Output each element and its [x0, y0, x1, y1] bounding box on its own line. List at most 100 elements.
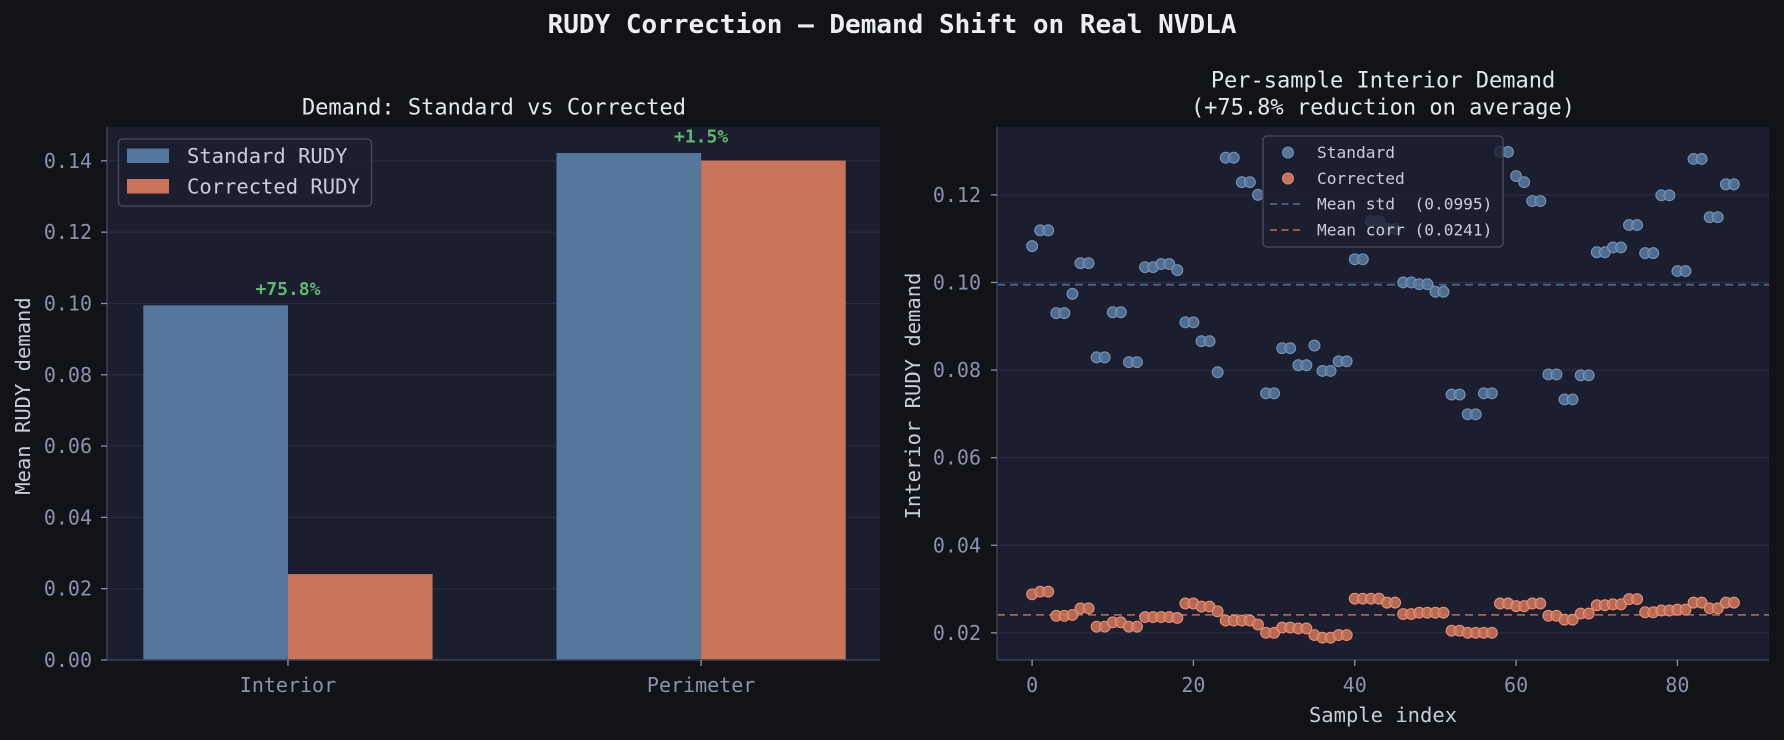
bar-annotation-interior: +75.8% [255, 279, 320, 300]
y-tick-label: 0.06 [933, 446, 981, 470]
data-point [1268, 387, 1281, 400]
data-point [1131, 356, 1143, 369]
data-point [1582, 607, 1595, 620]
right-legend: Standard Corrected Mean std (0.0995) Mea… [1262, 135, 1504, 248]
data-point [1566, 613, 1579, 626]
left-bar-chart: +75.8% +1.5% 0.00 0.02 0.04 0.06 0.08 0.10 0.12… [11, 96, 880, 697]
y-tick-label: 0.06 [44, 434, 92, 458]
x-tick-label: 20 [1181, 673, 1205, 697]
right-x-axis-label: Sample index [1309, 703, 1457, 727]
data-point [1066, 287, 1079, 300]
data-point [1042, 224, 1055, 237]
legend-marker-corrected [1282, 172, 1294, 185]
data-point [1389, 596, 1402, 609]
bar-interior-corrected [287, 574, 433, 660]
data-point [1300, 622, 1313, 635]
y-tick-label: 0.10 [44, 291, 92, 315]
legend-label-mean-std: Mean std (0.0995) [1317, 195, 1492, 214]
right-points [1026, 146, 1740, 644]
series-standard [1026, 146, 1740, 421]
y-tick-label: 0.00 [44, 648, 92, 672]
data-point [1211, 605, 1224, 618]
left-legend: Standard RUDY Corrected RUDY [117, 138, 373, 207]
y-tick-label: 0.14 [44, 149, 92, 173]
legend-label-corrected: Corrected RUDY [187, 175, 360, 199]
data-point [1631, 219, 1644, 232]
data-point [1510, 170, 1523, 183]
data-point [1421, 278, 1434, 291]
x-tick-label: 80 [1665, 673, 1689, 697]
data-point [1243, 176, 1256, 189]
x-tick-label-perimeter: Perimeter [647, 673, 755, 697]
data-point [1082, 257, 1095, 270]
y-tick-label: 0.04 [44, 505, 92, 529]
data-point [1227, 151, 1240, 164]
left-y-axis-label: Mean RUDY demand [11, 297, 35, 494]
x-tick-label: 60 [1504, 673, 1528, 697]
bar-perimeter-standard [556, 153, 702, 660]
x-tick-label-interior: Interior [240, 673, 336, 697]
y-tick-label: 0.10 [933, 270, 981, 294]
data-point [1171, 612, 1184, 624]
x-tick-label: 40 [1343, 673, 1367, 697]
data-point [1252, 188, 1264, 201]
data-point [1469, 408, 1482, 421]
legend-label-corrected: Corrected [1317, 169, 1405, 188]
data-point [1727, 178, 1740, 191]
y-tick-label: 0.08 [44, 363, 92, 387]
y-tick-label: 0.02 [933, 621, 981, 645]
legend-marker-standard [1282, 146, 1294, 159]
data-point [1203, 335, 1216, 348]
y-tick-label: 0.12 [44, 220, 92, 244]
data-point [1114, 306, 1127, 319]
right-gridlines [997, 194, 1769, 634]
left-annotations: +75.8% +1.5% [255, 127, 728, 300]
data-point [1163, 258, 1176, 271]
data-point [1252, 618, 1264, 631]
legend-swatch-corrected [127, 179, 169, 194]
data-point [1284, 342, 1297, 355]
data-point [1518, 176, 1531, 189]
data-point [1340, 355, 1353, 368]
data-point [1534, 195, 1547, 207]
bar-perimeter-corrected [701, 160, 846, 660]
data-point [1211, 366, 1224, 379]
data-point [1727, 596, 1740, 609]
left-bars [143, 153, 846, 660]
data-point [1647, 247, 1660, 260]
data-point [1502, 146, 1514, 158]
data-point [1695, 153, 1708, 165]
data-point [1631, 593, 1644, 606]
data-point [1566, 393, 1579, 406]
data-point [1131, 620, 1143, 633]
left-ticks: 0.00 0.02 0.04 0.06 0.08 0.10 0.12 0.14 Interior… [44, 149, 755, 697]
data-point [1171, 264, 1184, 277]
data-point [1356, 253, 1369, 266]
data-point [1663, 189, 1676, 202]
data-point [1042, 585, 1055, 598]
y-tick-label: 0.02 [44, 577, 92, 601]
left-chart-title: Demand: Standard vs Corrected [302, 96, 686, 121]
data-point [1058, 307, 1071, 320]
data-point [1615, 241, 1627, 254]
data-point [1485, 387, 1498, 400]
data-point [1082, 602, 1095, 615]
x-tick-label: 0 [1026, 673, 1038, 697]
data-point [1187, 316, 1200, 329]
data-point [1695, 596, 1708, 609]
legend-frame [117, 138, 373, 207]
data-point [1098, 351, 1111, 364]
series-corrected [1026, 585, 1740, 644]
data-point [1711, 602, 1724, 615]
data-point [1485, 626, 1498, 639]
bar-annotation-perimeter: +1.5% [674, 127, 728, 148]
right-scatter-chart: 0.02 0.04 0.06 0.08 0.10 0.12 0 20 40 60 80 Per-sa… [901, 69, 1769, 727]
data-point [1679, 265, 1692, 278]
right-ticks: 0.02 0.04 0.06 0.08 0.10 0.12 0 20 40 60 80 [933, 183, 1690, 697]
data-point [1324, 364, 1337, 377]
y-tick-label: 0.12 [933, 183, 981, 207]
bar-interior-standard [143, 305, 288, 660]
right-y-axis-label: Interior RUDY demand [901, 273, 925, 520]
